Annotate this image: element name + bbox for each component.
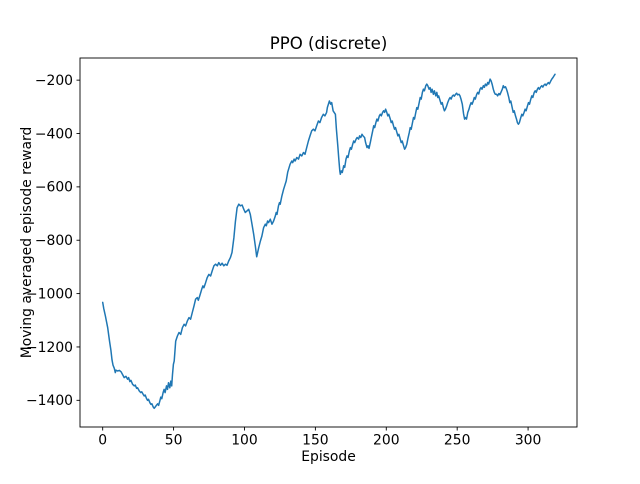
x-tick-label: 100 [231, 433, 258, 449]
x-tick-label: 200 [373, 433, 400, 449]
x-tick-label: 150 [302, 433, 329, 449]
x-tick-label: 300 [515, 433, 542, 449]
y-tick-label: −1000 [26, 286, 73, 302]
y-tick-label: −400 [35, 126, 73, 142]
y-tick-label: −800 [35, 233, 73, 249]
axis-ticks [76, 79, 529, 431]
x-tick-label: 250 [444, 433, 471, 449]
x-tick-label: 0 [98, 433, 107, 449]
x-tick-label: 50 [165, 433, 183, 449]
y-tick-label: −200 [35, 73, 73, 89]
axes-border [79, 57, 578, 428]
y-tick-label: −600 [35, 180, 73, 196]
y-axis-label: Moving averaged episode reward [19, 127, 35, 359]
x-axis-label: Episode [301, 449, 356, 465]
y-tick-label: −1400 [26, 393, 73, 409]
reward-line [101, 73, 556, 410]
y-tick-label: −1200 [26, 340, 73, 356]
axis-tick-labels: 0 50 100 150 200 250 300 −200 −400 −600 −800 −1000 −… [26, 73, 541, 449]
chart-title: PPO (discrete) [270, 34, 388, 53]
